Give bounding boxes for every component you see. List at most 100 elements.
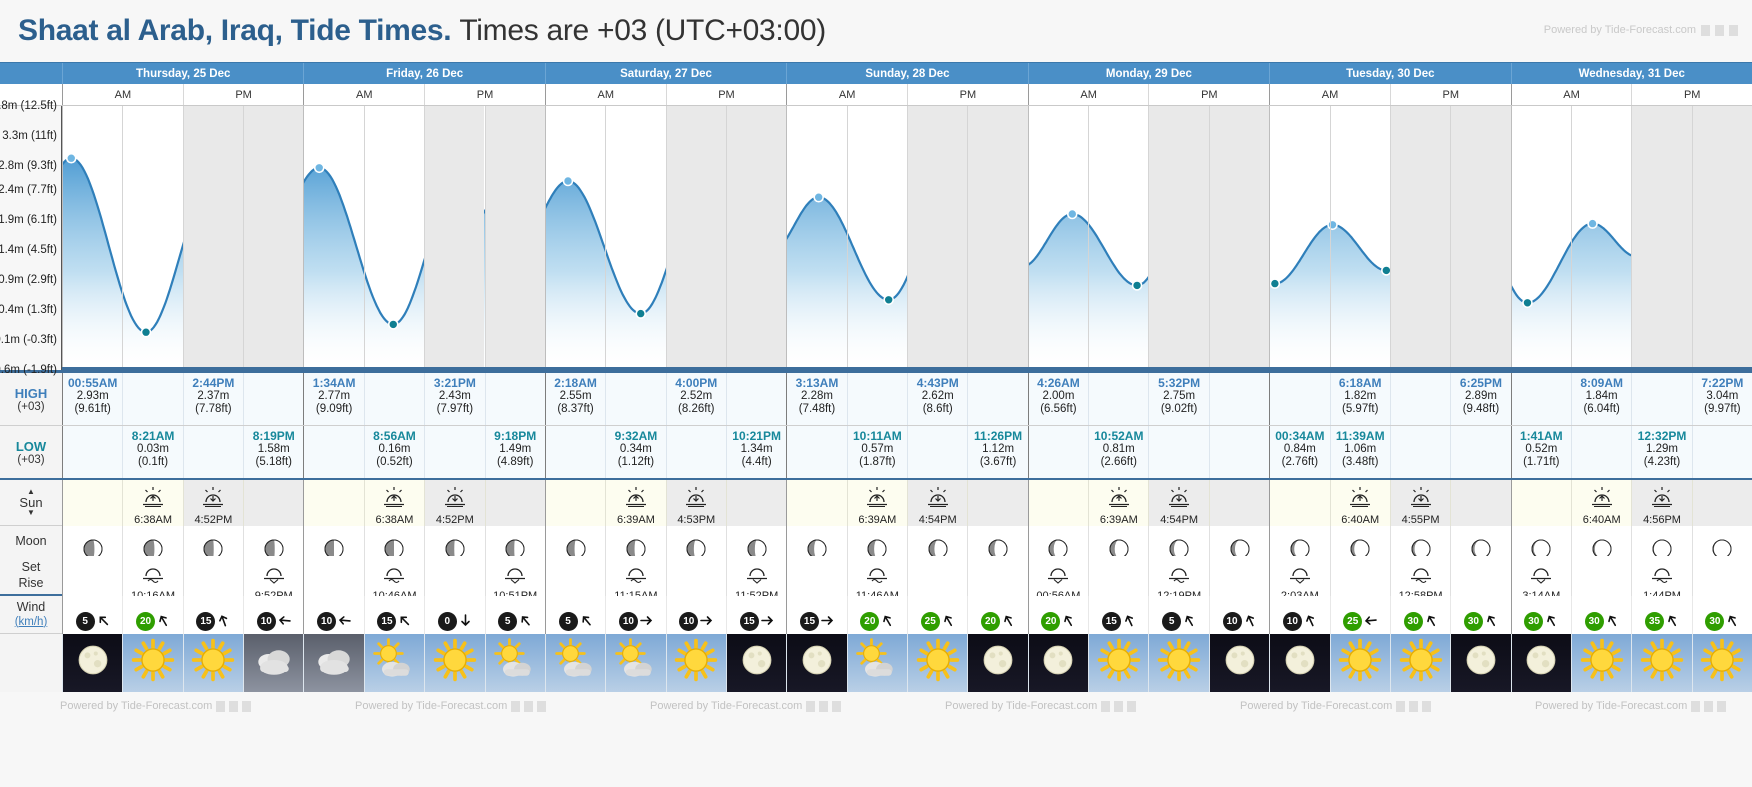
wind-direction-arrow-icon-1 [157,614,170,629]
sunrise-icon [1345,486,1375,513]
wind-speed-badge-19: 10 [1222,612,1242,631]
wind-direction-arrow-icon-17 [1123,614,1136,629]
high-tide-feet-12: (7.48ft) [798,403,836,415]
low-tide-cell-23 [1450,426,1511,478]
footer-logo-square-1-0 [511,700,521,712]
high-tide-metres-4: 2.77m [318,390,351,402]
pm-shade-band-22 [1389,106,1451,367]
wind-row-label: Wind (km/h) [0,596,62,633]
low-tide-time-7: 9:18PM [494,429,537,443]
sunrise-icon [862,486,892,513]
low-tide-time-3: 8:19PM [252,429,295,443]
page-title: Shaat al Arab, Iraq, Tide Times. Times a… [18,14,826,48]
high-tide-time-25: 8:09AM [1580,376,1623,390]
pm-shade-band-11 [725,106,787,367]
low-tide-metres-9: 0.34m [619,443,652,455]
footer-logo-square-5-2 [1717,700,1727,712]
grid-line-17 [1088,106,1090,367]
y-axis-label-1: 3.3m (11ft) [2,130,57,142]
ampm-header-1-am: AM [303,84,424,105]
low-tide-metres-15: 1.12m [982,443,1015,455]
wind-unit-link[interactable]: (km/h) [14,615,48,628]
low-tide-row: LOW (+03) 8:21AM 0.03m (0.1ft) 8:19PM 1.58m(… [0,426,1752,480]
weather-cell-13 [846,634,908,692]
low-tide-cell-4 [303,426,364,478]
ampm-header-4-pm: PM [1148,84,1269,105]
wind-speed-badge-13: 20 [860,612,880,631]
sun-label: Sun [19,495,43,510]
ampm-header-5-am: AM [1269,84,1390,105]
footer-logo-square-0-0 [216,700,226,712]
moon-phase-icon [1411,539,1431,564]
page-footer: Powered by Tide-Forecast.com Powered by T… [0,692,1752,720]
sunrise-icon [138,486,168,513]
ampm-header-6-pm: PM [1631,84,1752,105]
powered-by-header: Powered by Tide-Forecast.com [1544,24,1738,36]
high-tide-cell-11 [725,373,787,425]
footer-logo-square-1-2 [537,700,547,712]
footer-watermark-3: Powered by Tide-Forecast.com [945,700,1137,712]
high-tide-time-10: 4:00PM [675,376,718,390]
ampm-header-3-pm: PM [907,84,1028,105]
high-tide-cell-3 [243,373,304,425]
moonrise-icon [1287,561,1313,590]
sun-cell-11 [725,480,787,532]
logo-square-2 [1715,24,1724,36]
sunset-icon [440,486,470,513]
grid-line-4 [303,106,305,367]
moonset-icon [623,561,649,590]
moon-phase-icon [747,539,767,564]
weather-cell-19 [1208,634,1270,692]
tide-point-low-23 [1522,297,1533,309]
low-tide-cell-11: 10:21PM 1.34m (4.4ft) [725,426,787,478]
weather-cell-23 [1450,634,1511,692]
pm-shade-band-26 [1631,106,1692,367]
high-tide-cell-7 [484,373,545,425]
pm-shade-band-2 [182,106,244,367]
sun-cell-1: 6:38AM [122,480,183,532]
weather-cell-0 [62,634,123,692]
moon-clear-icon [1216,636,1264,689]
moonrise-icon [502,561,528,590]
low-tide-metres-1: 0.03m [137,443,170,455]
low-tide-metres-13: 0.57m [861,443,894,455]
weather-cell-12 [786,634,847,692]
wind-speed-badge-10: 10 [679,612,699,631]
high-tide-cell-8: 2:18AM 2.55m (8.37ft) [544,373,606,425]
moonrise-icon [1045,561,1071,590]
ampm-header-bar: AM PM AM PM AM PM AM PM AM PM AM PM AM PM [0,84,1752,106]
pm-shade-band-23 [1450,106,1511,367]
sun-time-21: 6:40AM [1341,513,1380,526]
high-tide-cell-12: 3:13AM 2.28m (7.48ft) [786,373,847,425]
low-tide-cell-10 [665,426,726,478]
low-tide-cell-17: 10:52AM 0.81m (2.66ft) [1088,426,1149,478]
y-axis-label-0: 3.8m (12.5ft) [0,100,57,112]
high-tide-cell-16: 4:26AM 2.00m (6.56ft) [1027,373,1089,425]
cloudy-icon [250,636,298,689]
low-tide-time-13: 10:11AM [853,429,902,443]
wind-speed-badge-6: 0 [437,612,457,631]
low-tide-time-26: 12:32PM [1637,429,1687,443]
weather-cell-27 [1691,634,1752,692]
low-tide-cell-27 [1691,426,1752,478]
wind-speed-badge-1: 20 [136,612,156,631]
high-tide-time-2: 2:44PM [192,376,235,390]
low-tide-feet-7: (4.89ft) [496,456,534,468]
low-tide-feet-26: (4.23ft) [1643,456,1681,468]
sun-cell-13: 6:39AM [846,480,908,532]
sun-cell-21: 6:40AM [1329,480,1390,532]
sun-cell-18: 4:54PM [1148,480,1209,532]
low-tide-feet-13: (1.87ft) [859,456,896,468]
weather-cell-4 [303,634,364,692]
tide-chart: 3.8m (12.5ft) 3.3m (11ft) 2.8m (9.3ft) 2.4m… [0,100,1752,376]
high-label: HIGH [14,385,48,401]
sun-clear-icon [1095,636,1143,689]
moon-phase-icon [566,539,586,564]
sun-cell-8 [544,480,606,532]
wind-speed-badge-0: 5 [75,612,95,631]
sun-cell-5: 6:38AM [363,480,425,532]
low-tide-feet-5: (0.52ft) [376,456,413,468]
wind-cells: 5 20 15 10 10 15 0 5 5 10 10 15 15 20 25 20 20 15 5 10 10 25 3… [62,596,1752,648]
low-tide-time-11: 10:21PM [732,429,781,443]
high-tide-cell-4: 1:34AM 2.77m (9.09ft) [303,373,364,425]
